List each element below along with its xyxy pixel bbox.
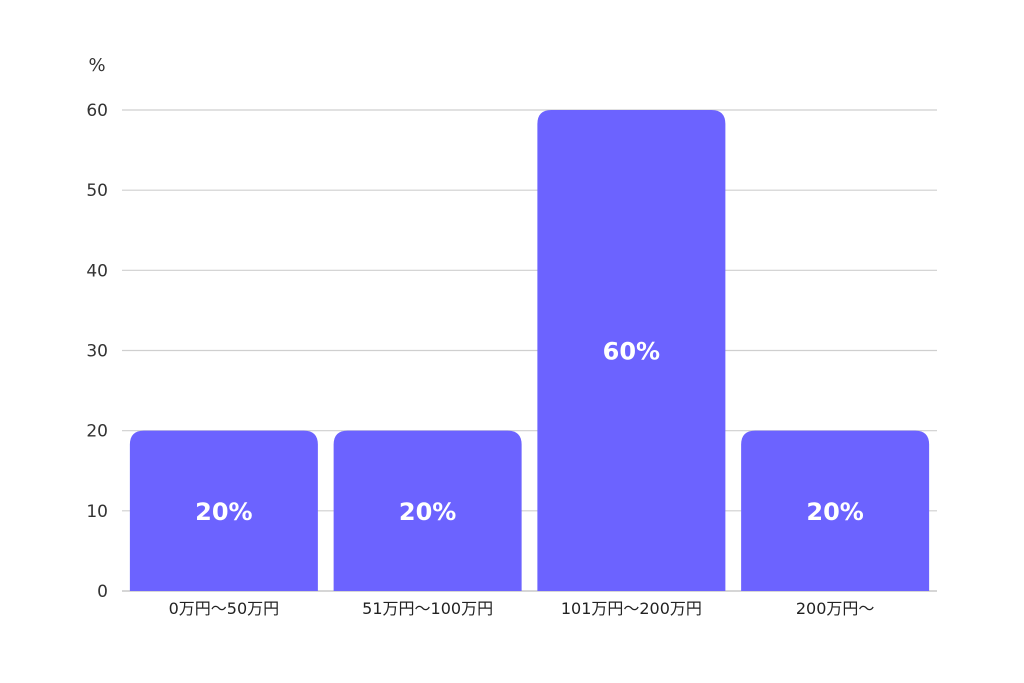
x-category-label: 51万円〜100万円 (362, 599, 493, 618)
data-labels: 20% 20% 60% 20% (195, 338, 864, 526)
y-tick-label: 0 (97, 582, 108, 602)
y-axis-ticks: 0 10 20 30 40 50 60 (86, 101, 108, 602)
bar-3 (537, 110, 726, 591)
y-tick-label: 30 (86, 342, 108, 362)
x-category-label: 200万円〜 (796, 599, 875, 618)
bar-2 (333, 430, 522, 591)
bar-data-label: 20% (399, 498, 456, 526)
x-axis-categories: 0万円〜50万円 51万円〜100万円 101万円〜200万円 200万円〜 (169, 599, 875, 618)
bar-data-label: 60% (603, 338, 660, 366)
y-tick-label: 20 (86, 422, 108, 442)
bar-4 (741, 430, 930, 591)
y-tick-label: 10 (86, 502, 108, 522)
x-category-label: 0万円〜50万円 (169, 599, 280, 618)
x-category-label: 101万円〜200万円 (561, 599, 702, 618)
y-tick-label: 50 (86, 181, 108, 201)
bar-1 (129, 430, 318, 591)
bar-data-label: 20% (195, 498, 252, 526)
y-axis-unit-label: % (88, 55, 105, 76)
y-tick-label: 60 (86, 101, 108, 121)
y-tick-label: 40 (86, 261, 108, 281)
bar-data-label: 20% (806, 498, 863, 526)
bars (129, 110, 930, 591)
